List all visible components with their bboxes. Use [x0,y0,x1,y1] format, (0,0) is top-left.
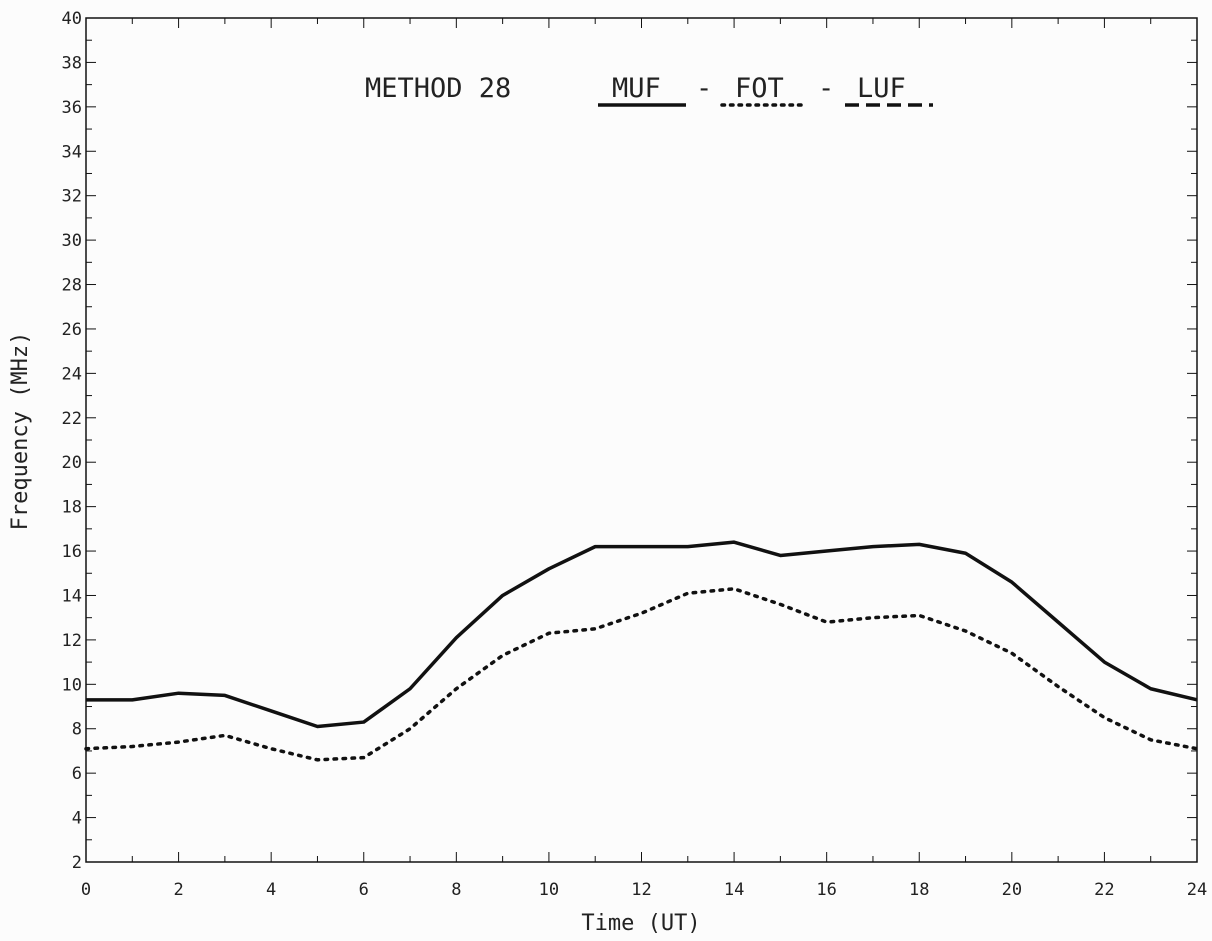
x-tick-label: 6 [359,880,369,900]
y-tick-label: 8 [72,720,82,740]
legend-label-luf: LUF [857,73,906,104]
y-tick-label: 2 [72,853,82,873]
x-tick-label: 4 [266,880,276,900]
y-tick-label: 20 [62,453,82,473]
chart-title-legend: METHOD 28 MUF - FOT - LUF [365,73,933,107]
legend-label-fot: FOT [735,73,784,104]
y-tick-label: 40 [62,9,82,29]
y-tick-label: 10 [62,675,82,695]
x-tick-label: 24 [1187,880,1207,900]
y-axis-title: Frequency (MHz) [8,332,33,531]
x-tick-label: 16 [816,880,836,900]
y-tick-label: 14 [62,586,82,606]
y-tick-label: 16 [62,542,82,562]
y-tick-label: 36 [62,98,82,118]
x-tick-label: 2 [173,880,183,900]
y-tick-label: 28 [62,276,82,296]
y-tick-label: 6 [72,764,82,784]
chart-title: METHOD 28 [365,73,511,104]
x-tick-label: 10 [539,880,559,900]
series-line-fot [84,587,1199,762]
x-tick-label: 12 [631,880,651,900]
y-tick-label: 38 [62,53,82,73]
y-tick-label: 24 [62,364,82,384]
y-tick-label: 18 [62,498,82,518]
x-tick-label: 20 [1002,880,1022,900]
y-tick-label: 32 [62,187,82,207]
y-tick-label: 26 [62,320,82,340]
y-tick-label: 34 [62,142,82,162]
x-tick-labels: 0 2 4 6 8 10 12 14 16 18 20 22 24 [81,880,1207,900]
legend-label-muf: MUF [612,73,661,104]
x-tick-label: 8 [451,880,461,900]
legend-separator: - [696,73,712,104]
y-tick-label: 22 [62,409,82,429]
x-tick-label: 22 [1094,880,1114,900]
legend-separator: - [818,73,834,104]
x-tick-label: 14 [724,880,744,900]
y-tick-label: 12 [62,631,82,651]
x-tick-label: 0 [81,880,91,900]
x-tick-label: 18 [909,880,929,900]
y-tick-label: 4 [72,809,82,829]
x-axis-title: Time (UT) [581,911,700,936]
y-tick-label: 30 [62,231,82,251]
axis-ticks [85,17,1198,863]
series-lines [84,540,1199,762]
series-line-muf [86,540,1198,729]
